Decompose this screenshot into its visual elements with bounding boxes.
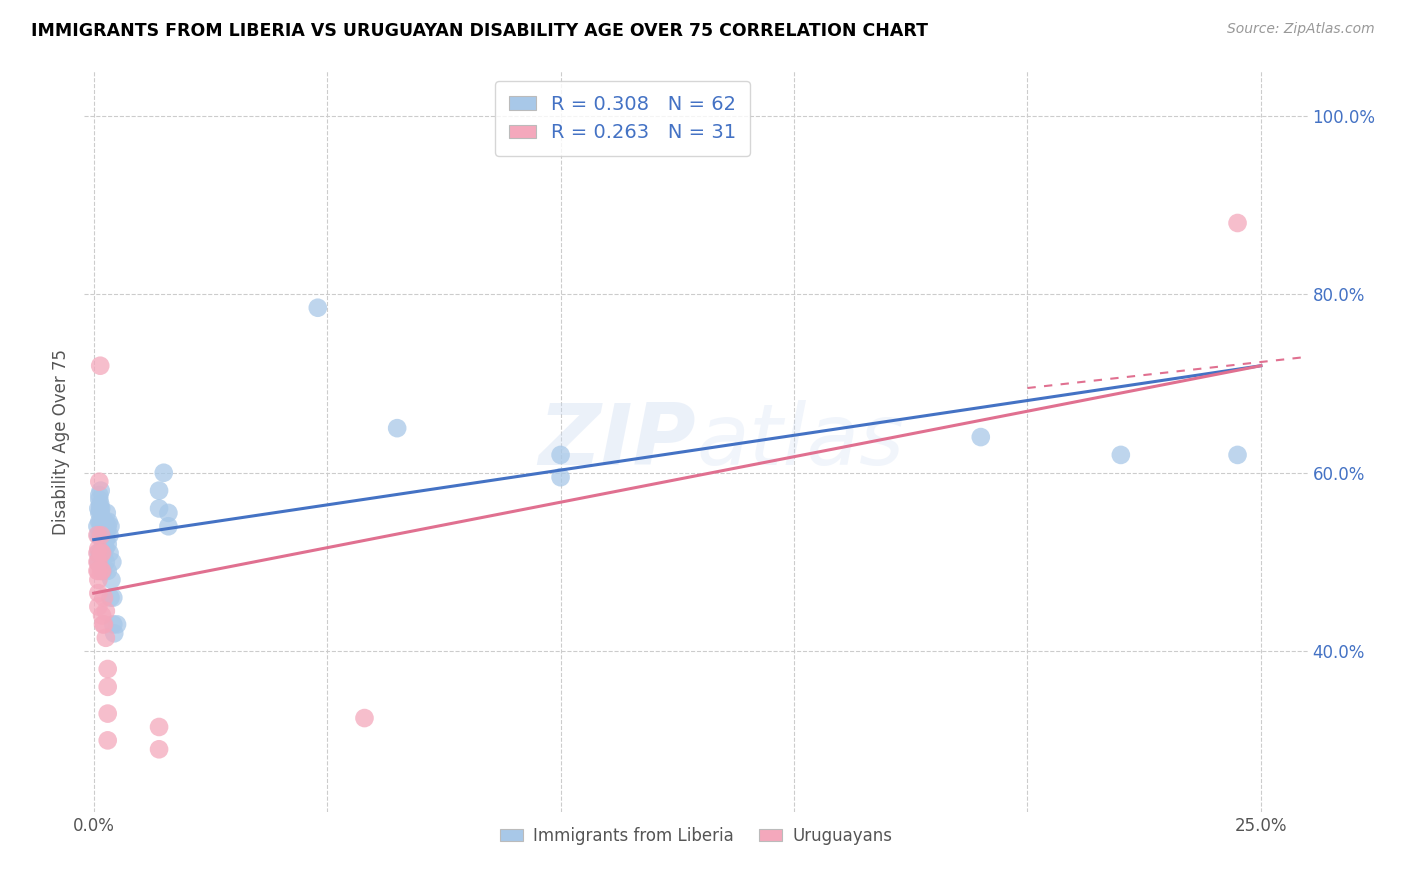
- Point: [89, 501, 111, 516]
- Point: [90, 564, 112, 578]
- Point: [93, 617, 115, 632]
- Point: [87, 564, 110, 578]
- Point: [93, 546, 115, 560]
- Point: [157, 506, 180, 520]
- Point: [87, 586, 110, 600]
- Point: [91, 515, 114, 529]
- Point: [87, 528, 110, 542]
- Point: [385, 421, 408, 435]
- Point: [86, 546, 108, 560]
- Point: [105, 617, 128, 632]
- Point: [157, 519, 180, 533]
- Point: [90, 515, 112, 529]
- Point: [90, 528, 112, 542]
- Point: [89, 506, 111, 520]
- Point: [89, 497, 111, 511]
- Point: [152, 466, 174, 480]
- Text: Source: ZipAtlas.com: Source: ZipAtlas.com: [1227, 22, 1375, 37]
- Point: [97, 537, 120, 551]
- Legend: Immigrants from Liberia, Uruguayans: Immigrants from Liberia, Uruguayans: [494, 820, 898, 852]
- Point: [91, 608, 114, 623]
- Point: [94, 541, 117, 556]
- Point: [91, 564, 114, 578]
- Point: [307, 301, 329, 315]
- Point: [91, 541, 114, 556]
- Text: atlas: atlas: [696, 400, 904, 483]
- Point: [970, 430, 993, 444]
- Point: [86, 564, 108, 578]
- Point: [91, 515, 114, 529]
- Point: [97, 564, 120, 578]
- Point: [91, 617, 114, 632]
- Point: [90, 506, 112, 520]
- Point: [97, 680, 120, 694]
- Point: [87, 541, 110, 556]
- Y-axis label: Disability Age Over 75: Disability Age Over 75: [52, 349, 70, 534]
- Point: [97, 706, 120, 721]
- Point: [90, 546, 112, 560]
- Point: [100, 591, 122, 605]
- Point: [87, 501, 110, 516]
- Point: [94, 515, 117, 529]
- Point: [91, 546, 114, 560]
- Point: [89, 475, 111, 489]
- Point: [94, 604, 117, 618]
- Point: [93, 528, 115, 542]
- Point: [148, 742, 170, 756]
- Text: ZIP: ZIP: [538, 400, 696, 483]
- Point: [550, 470, 572, 484]
- Point: [94, 519, 117, 533]
- Point: [94, 528, 117, 542]
- Point: [96, 524, 118, 538]
- Point: [89, 488, 111, 502]
- Point: [93, 591, 115, 605]
- Point: [86, 519, 108, 533]
- Point: [96, 506, 118, 520]
- Point: [101, 555, 124, 569]
- Point: [353, 711, 375, 725]
- Point: [94, 533, 117, 547]
- Point: [94, 631, 117, 645]
- Point: [148, 501, 170, 516]
- Point: [90, 546, 112, 560]
- Point: [103, 591, 125, 605]
- Point: [90, 483, 112, 498]
- Point: [98, 528, 121, 542]
- Point: [87, 573, 110, 587]
- Point: [91, 546, 114, 560]
- Point: [91, 524, 114, 538]
- Point: [91, 528, 114, 542]
- Point: [87, 599, 110, 614]
- Point: [90, 528, 112, 542]
- Point: [90, 501, 112, 516]
- Point: [86, 555, 108, 569]
- Point: [89, 359, 111, 373]
- Point: [86, 528, 108, 542]
- Point: [87, 555, 110, 569]
- Point: [97, 515, 120, 529]
- Point: [87, 555, 110, 569]
- Point: [100, 573, 122, 587]
- Point: [89, 515, 111, 529]
- Point: [97, 519, 120, 533]
- Point: [100, 519, 122, 533]
- Point: [89, 492, 111, 507]
- Point: [1226, 448, 1249, 462]
- Point: [91, 564, 114, 578]
- Point: [90, 519, 112, 533]
- Point: [94, 555, 117, 569]
- Point: [98, 546, 121, 560]
- Point: [87, 546, 110, 560]
- Point: [97, 733, 120, 747]
- Point: [148, 720, 170, 734]
- Point: [94, 537, 117, 551]
- Point: [103, 617, 125, 632]
- Point: [103, 626, 125, 640]
- Point: [1226, 216, 1249, 230]
- Point: [148, 483, 170, 498]
- Point: [550, 448, 572, 462]
- Point: [97, 662, 120, 676]
- Text: IMMIGRANTS FROM LIBERIA VS URUGUAYAN DISABILITY AGE OVER 75 CORRELATION CHART: IMMIGRANTS FROM LIBERIA VS URUGUAYAN DIS…: [31, 22, 928, 40]
- Point: [1109, 448, 1132, 462]
